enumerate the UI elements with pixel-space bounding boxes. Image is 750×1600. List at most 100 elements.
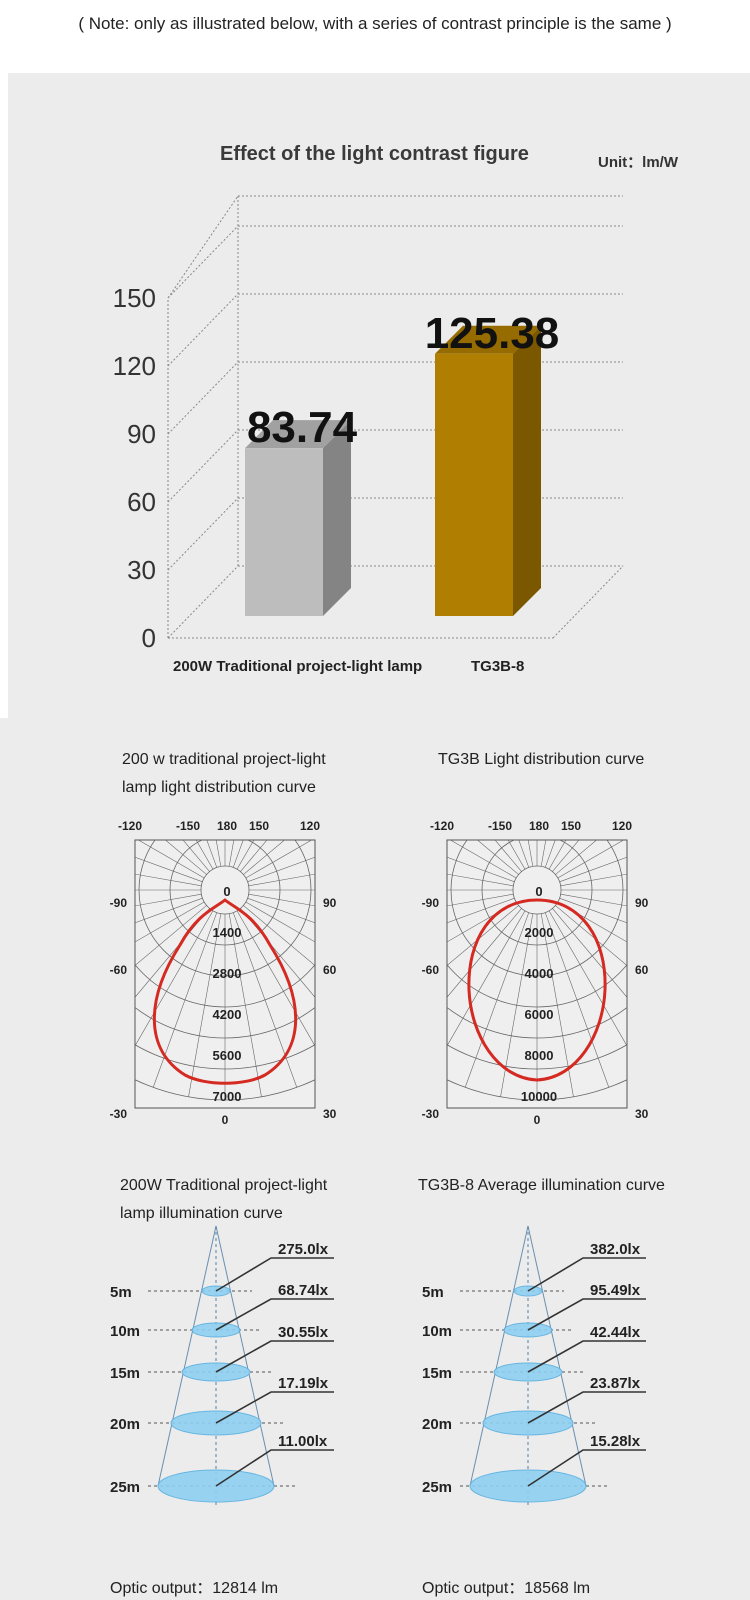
angle-label: -150 (176, 819, 200, 833)
y-tick-label: 60 (127, 487, 156, 517)
illum-title-tg3b: TG3B-8 Average illumination curve (418, 1172, 665, 1200)
angle-label: 90 (635, 896, 649, 910)
grid-spoke (500, 913, 534, 1097)
lux-value-label: 15.28lx (590, 1433, 641, 1450)
grid-spoke (447, 897, 515, 924)
grid-spoke (447, 910, 526, 1047)
leader-line (527, 1449, 646, 1487)
note-text: ( Note: only as illustrated below, with … (78, 14, 672, 33)
category-label-traditional: 200W Traditional project-light lamp (173, 658, 423, 675)
illum-title-traditional: 200W Traditional project-light lamp illu… (120, 1172, 327, 1228)
grid-spoke (548, 840, 567, 870)
illum-title-line1: 200W Traditional project-light (120, 1177, 328, 1194)
grid-spoke (557, 840, 625, 879)
grid-spoke (137, 840, 205, 879)
y-tick-label: 150 (113, 283, 156, 313)
grid-spoke (188, 913, 222, 1097)
grid-spoke (544, 912, 610, 1088)
grid-spoke (540, 913, 574, 1097)
leader-line (215, 1391, 334, 1424)
distance-label: 15m (422, 1365, 452, 1382)
angle-label: 150 (249, 819, 269, 833)
grid-spoke (135, 856, 203, 883)
grid-spoke (135, 897, 203, 924)
angle-label: -60 (110, 963, 128, 977)
chart-title: Effect of the light contrast figure (220, 143, 529, 165)
polar-grid (447, 840, 627, 1101)
grid-spoke (228, 913, 262, 1097)
bar-top (435, 325, 541, 354)
grid-spoke (447, 856, 515, 883)
distance-label: 25m (422, 1479, 452, 1496)
angle-label: 60 (635, 963, 649, 977)
grid-spoke (182, 840, 210, 872)
distance-label: 10m (110, 1323, 140, 1340)
grid-spoke (560, 893, 627, 907)
grid-spoke (552, 908, 627, 998)
grid-spoke (555, 840, 598, 875)
radial-tick-label: 4200 (213, 1007, 242, 1022)
grid-spoke (245, 901, 315, 943)
lux-value-label: 23.87lx (590, 1375, 641, 1392)
illum-title-line1: TG3B-8 Average illumination curve (418, 1177, 665, 1194)
grid-spoke (152, 912, 218, 1088)
grid-spoke (135, 910, 214, 1047)
grid-spoke (552, 840, 580, 872)
bar-chart: 0 30 60 90 120 150 83.74 125.38 (113, 195, 624, 653)
angle-label: 180 (529, 819, 549, 833)
bar-value-label: 83.74 (247, 403, 358, 452)
lux-value-label: 68.74lx (278, 1282, 329, 1299)
leader-line (215, 1298, 334, 1331)
cone-edge (469, 1225, 529, 1487)
radial-tick-label: 8000 (525, 1048, 554, 1063)
angle-label: 30 (635, 1107, 649, 1121)
bar-side (323, 420, 351, 616)
grid-spoke (248, 893, 315, 907)
grid-spoke (164, 840, 207, 875)
angle-label: -90 (110, 896, 128, 910)
distance-label: 20m (422, 1416, 452, 1433)
grid-spoke (447, 893, 514, 907)
axis-line (552, 565, 624, 639)
polar-title-line2: lamp light distribution curve (122, 779, 316, 796)
grid-spoke (447, 873, 514, 887)
cone-edge (157, 1225, 217, 1487)
polar-title-line1: 200 w traditional project-light (122, 751, 326, 768)
angle-label: -90 (422, 896, 440, 910)
grid-spoke (507, 840, 526, 870)
distance-label: 5m (110, 1284, 132, 1301)
radial-tick-label: 0 (535, 884, 542, 899)
gridline (167, 293, 239, 367)
grid-spoke (135, 905, 207, 966)
radial-tick-label: 5600 (213, 1048, 242, 1063)
grid-spoke (195, 840, 214, 870)
polar-chart-tg3b: 0 2000 4000 6000 8000 10000 -120 -150 180 150 120 -… (422, 819, 649, 1127)
y-tick-label: 0 (142, 623, 156, 653)
grid-spoke (135, 873, 202, 887)
angle-label: 90 (323, 896, 337, 910)
bar-top (245, 420, 351, 449)
grid-spoke (243, 905, 315, 966)
radial-tick-label: 0 (223, 884, 230, 899)
grid-spoke (245, 840, 313, 879)
angle-label: -60 (422, 963, 440, 977)
distance-label: 20m (110, 1416, 140, 1433)
grid-spoke (135, 893, 202, 907)
radial-tick-label: 1400 (213, 925, 242, 940)
grid-spoke (248, 873, 315, 887)
y-tick-label: 120 (113, 351, 156, 381)
grid-spoke (236, 910, 315, 1047)
angle-label: 120 (612, 819, 632, 833)
angle-label: -120 (118, 819, 142, 833)
leader-line (215, 1340, 334, 1373)
y-tick-label: 30 (127, 555, 156, 585)
distance-label: 25m (110, 1479, 140, 1496)
angle-label: -150 (488, 819, 512, 833)
angle-label: -30 (110, 1107, 128, 1121)
grid-spoke (240, 840, 268, 872)
gridline (167, 429, 239, 503)
grid-spoke (555, 905, 627, 966)
angle-label: -30 (422, 1107, 440, 1121)
gridline (167, 565, 239, 639)
y-tick-label: 90 (127, 419, 156, 449)
